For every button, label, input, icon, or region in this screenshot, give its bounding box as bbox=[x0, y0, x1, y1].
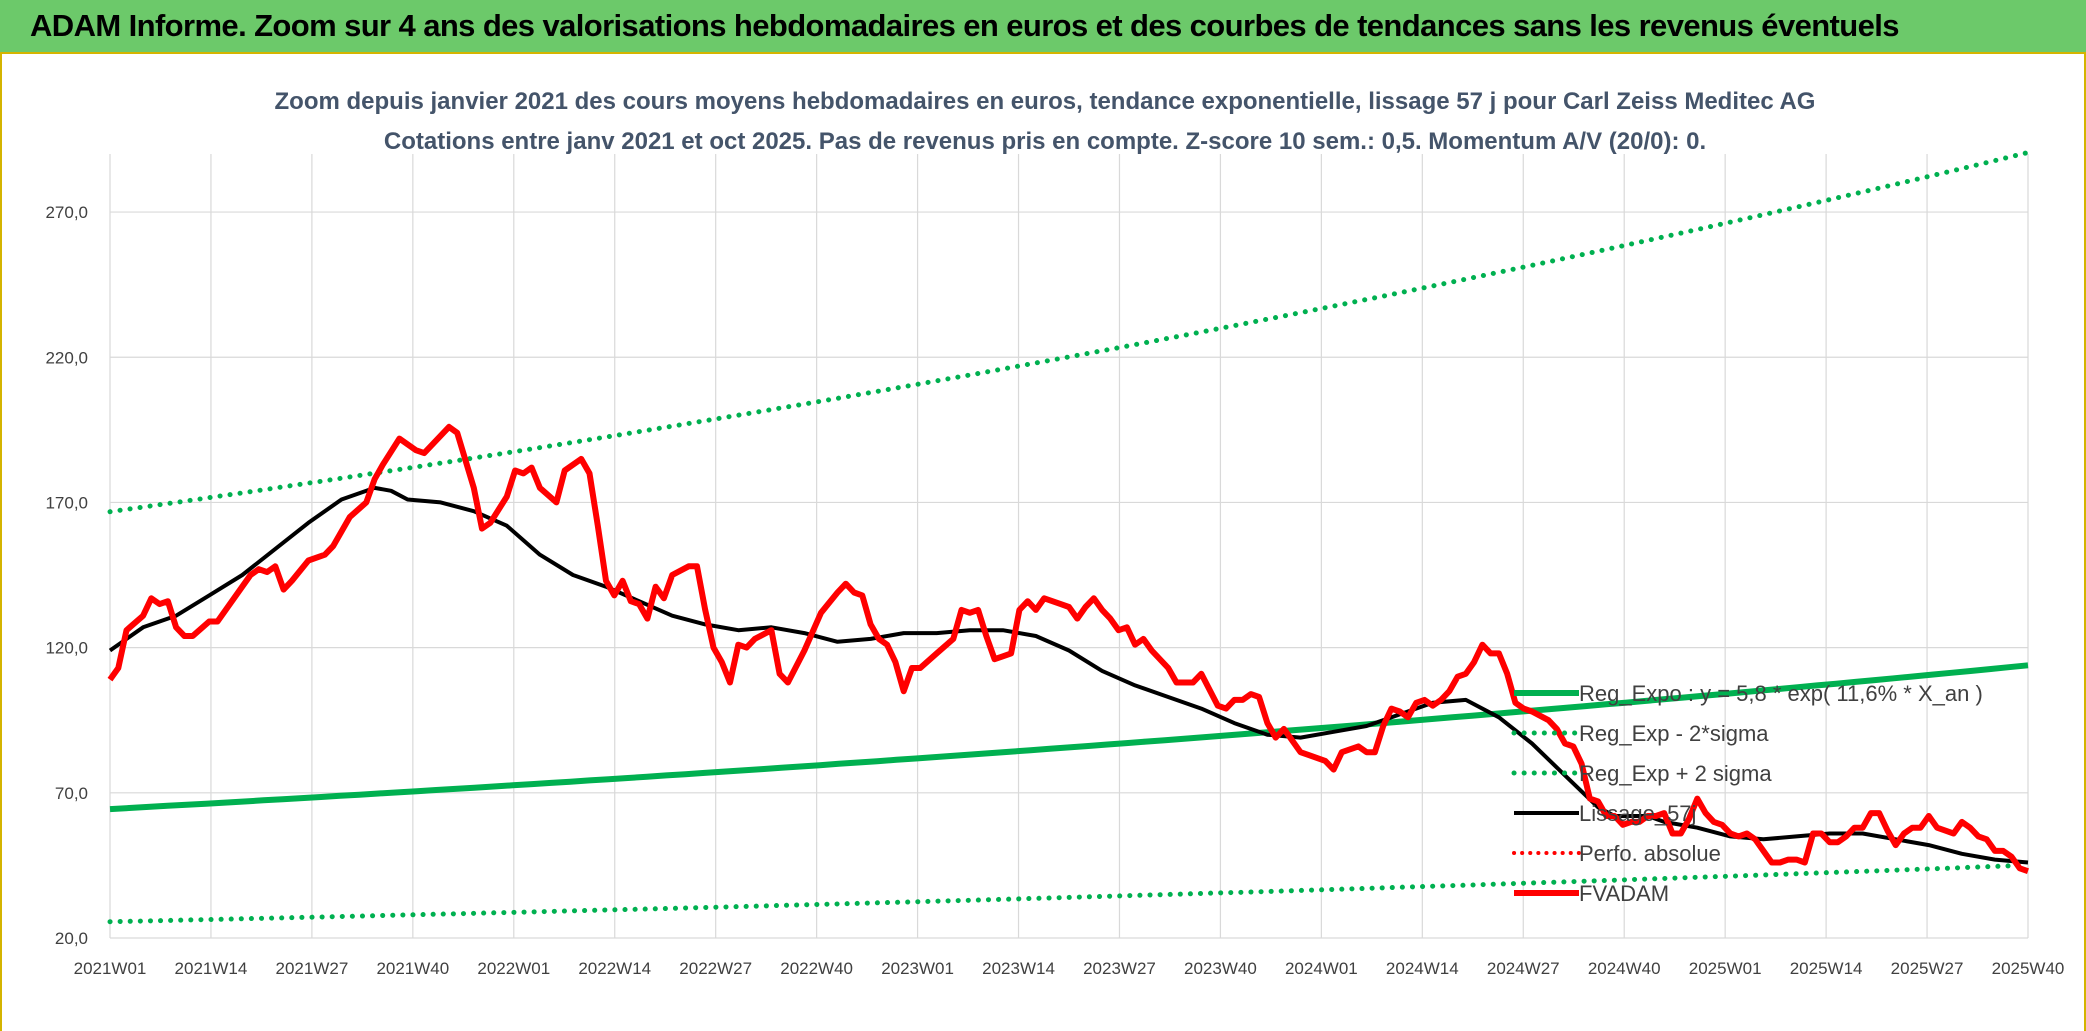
legend-label: Reg_Exp - 2*sigma bbox=[1579, 721, 1769, 746]
report-title: ADAM Informe. Zoom sur 4 ans des valoris… bbox=[30, 8, 1900, 43]
legend-label: Reg_Expo : y = 5,8 * exp( 11,6% * X_an ) bbox=[1579, 681, 1983, 706]
x-tick-label: 2022W14 bbox=[578, 959, 651, 978]
legend: Reg_Expo : y = 5,8 * exp( 11,6% * X_an )… bbox=[1511, 681, 1983, 906]
x-tick-label: 2022W01 bbox=[477, 959, 550, 978]
x-tick-label: 2024W40 bbox=[1588, 959, 1661, 978]
y-tick-label: 170,0 bbox=[45, 493, 88, 512]
chart-subtitle: Cotations entre janv 2021 et oct 2025. P… bbox=[384, 128, 1706, 155]
x-tick-label: 2022W27 bbox=[679, 959, 752, 978]
x-tick-label: 2025W01 bbox=[1689, 959, 1762, 978]
x-tick-label: 2023W14 bbox=[982, 959, 1055, 978]
chart-frame: Zoom depuis janvier 2021 des cours moyen… bbox=[0, 54, 2086, 1031]
x-tick-label: 2021W01 bbox=[74, 959, 147, 978]
x-tick-label: 2024W27 bbox=[1487, 959, 1560, 978]
y-axis-ticks: 20,0 70,0 120,0 170,0 220,0 270,0 bbox=[45, 203, 88, 948]
legend-label: Perfo. absolue bbox=[1579, 841, 1721, 866]
x-tick-label: 2022W40 bbox=[780, 959, 853, 978]
chart-canvas: Zoom depuis janvier 2021 des cours moyen… bbox=[45, 88, 2065, 978]
x-tick-label: 2023W40 bbox=[1184, 959, 1257, 978]
series bbox=[107, 150, 2031, 925]
smoothing-line bbox=[108, 485, 2029, 865]
gridlines bbox=[109, 154, 2029, 939]
trend-line bbox=[109, 662, 2029, 813]
x-tick-label: 2023W01 bbox=[881, 959, 954, 978]
x-tick-label: 2025W27 bbox=[1891, 959, 1964, 978]
x-tick-label: 2025W40 bbox=[1992, 959, 2065, 978]
y-tick-label: 120,0 bbox=[45, 639, 88, 658]
legend-label: FVADAM bbox=[1579, 881, 1669, 906]
y-tick-label: 20,0 bbox=[55, 929, 88, 948]
title-banner: ADAM Informe. Zoom sur 4 ans des valoris… bbox=[0, 0, 2086, 54]
x-tick-label: 2021W40 bbox=[376, 959, 449, 978]
x-tick-label: 2021W27 bbox=[276, 959, 349, 978]
y-tick-label: 270,0 bbox=[45, 203, 88, 222]
legend-label: Lissage_57j bbox=[1579, 801, 1696, 826]
x-tick-label: 2024W14 bbox=[1386, 959, 1459, 978]
legend-label: Reg_Exp + 2 sigma bbox=[1579, 761, 1772, 786]
y-tick-label: 70,0 bbox=[55, 784, 88, 803]
x-axis-ticks: 2021W01 2021W14 2021W27 2021W40 2022W01 2022W… bbox=[74, 959, 2065, 978]
lower-band-line bbox=[107, 862, 2031, 925]
y-tick-label: 220,0 bbox=[45, 348, 88, 367]
x-tick-label: 2025W14 bbox=[1790, 959, 1863, 978]
price-line bbox=[107, 423, 2029, 875]
upper-band-line bbox=[107, 150, 2031, 515]
x-tick-label: 2024W01 bbox=[1285, 959, 1358, 978]
x-tick-label: 2023W27 bbox=[1083, 959, 1156, 978]
chart-title: Zoom depuis janvier 2021 des cours moyen… bbox=[275, 88, 1816, 115]
x-tick-label: 2021W14 bbox=[175, 959, 248, 978]
